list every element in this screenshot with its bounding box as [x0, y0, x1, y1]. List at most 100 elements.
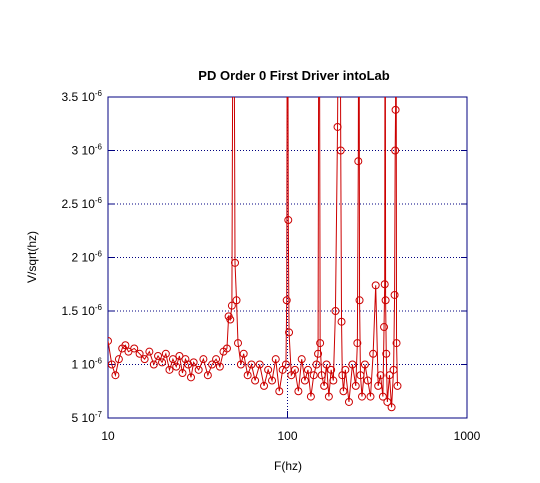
data-point [327, 365, 336, 374]
data-point [199, 355, 208, 364]
data-point [108, 360, 116, 369]
data-point [222, 344, 231, 353]
x-axis-label: F(hz) [274, 459, 302, 473]
data-point [215, 362, 224, 371]
data-point [149, 360, 158, 369]
data-point [227, 301, 236, 310]
x-tick-label: 100 [277, 429, 297, 443]
data-point [172, 362, 181, 371]
data-point [287, 371, 296, 380]
data-point [189, 358, 198, 367]
data-point [363, 376, 372, 385]
data-point [314, 349, 323, 358]
data-point [366, 392, 375, 401]
data-point [130, 344, 139, 353]
data-point [369, 349, 378, 358]
data-point [387, 403, 396, 412]
data-point [339, 387, 348, 396]
data-point [168, 355, 177, 364]
data-point [380, 280, 389, 289]
data-point [281, 360, 290, 369]
data-point [135, 349, 144, 358]
data-point [282, 296, 291, 305]
data-point [337, 317, 346, 326]
data-point [390, 290, 399, 299]
data-point [285, 328, 294, 337]
y-tick-label: 3.5 10-6 [62, 89, 103, 104]
data-point [312, 360, 321, 369]
data-point [374, 381, 383, 390]
data-point [351, 381, 360, 390]
data-point [194, 365, 203, 374]
data-point [391, 146, 400, 155]
data-point [383, 397, 392, 406]
data-point [255, 360, 264, 369]
data-point [290, 365, 299, 374]
data-point [324, 392, 333, 401]
data-point [303, 365, 312, 374]
data-point [322, 360, 331, 369]
data-point [294, 387, 303, 396]
data-point [360, 360, 369, 369]
plot-area [108, 97, 402, 412]
data-point [165, 365, 174, 374]
data-point [320, 381, 329, 390]
data-point [333, 122, 342, 131]
data-point [371, 281, 380, 290]
data-point [317, 371, 326, 380]
data-point [357, 392, 366, 401]
data-point [353, 339, 362, 348]
data-point [306, 392, 315, 401]
data-point [154, 351, 163, 360]
data-point [239, 349, 248, 358]
chart-title: PD Order 0 First Driver intoLab [198, 68, 389, 83]
data-point [376, 371, 385, 380]
data-point [382, 349, 391, 358]
data-point [264, 365, 273, 374]
data-point [381, 296, 390, 305]
data-point [158, 358, 167, 367]
data-point [212, 355, 221, 364]
data-point [175, 351, 184, 360]
data-point [275, 387, 284, 396]
data-point [284, 216, 293, 225]
y-tick-label: 3 10-6 [72, 143, 103, 158]
data-point [145, 347, 154, 356]
data-point [260, 381, 269, 390]
data-point [380, 323, 389, 332]
data-point [226, 315, 235, 324]
y-tick-label: 2.5 10-6 [62, 196, 103, 211]
data-point [268, 376, 277, 385]
data-point [231, 258, 240, 267]
data-point [344, 397, 353, 406]
data-point [114, 355, 123, 364]
data-point [354, 157, 363, 166]
data-point [378, 392, 387, 401]
data-point [385, 371, 394, 380]
data-point [300, 376, 309, 385]
data-point [297, 355, 306, 364]
y-axis-label: V/sqrt(hz) [25, 231, 39, 283]
data-point [316, 339, 325, 348]
data-point [203, 371, 212, 380]
data-point [251, 376, 260, 385]
data-point [243, 371, 252, 380]
data-point [208, 360, 217, 369]
data-point [391, 105, 400, 114]
x-tick-label: 10 [101, 429, 115, 443]
data-point [184, 360, 193, 369]
data-point [140, 355, 149, 364]
data-point [111, 371, 120, 380]
data-point [348, 360, 357, 369]
data-point [309, 371, 318, 380]
data-point [247, 360, 256, 369]
data-point [355, 296, 364, 305]
data-point [178, 369, 187, 378]
y-tick-label: 1.5 10-6 [62, 303, 103, 318]
y-tick-label: 2 10-6 [72, 250, 103, 265]
data-point [331, 307, 340, 315]
data-point [108, 336, 112, 345]
data-point [236, 360, 245, 369]
y-tick-label: 5 10-7 [72, 410, 103, 425]
